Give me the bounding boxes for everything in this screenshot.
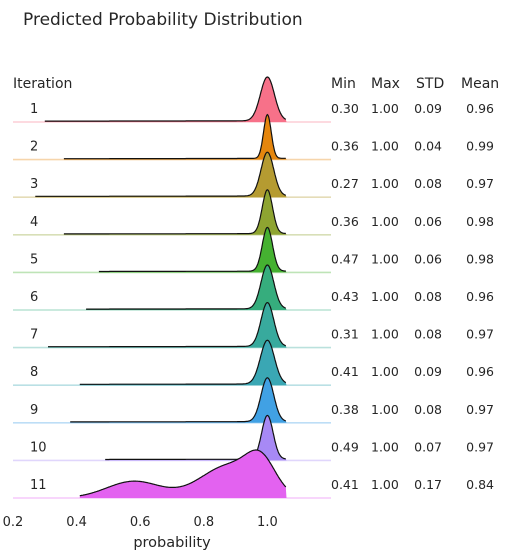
stat-std: 0.08 — [414, 327, 442, 342]
stat-max: 1.00 — [371, 251, 399, 266]
stat-header-mean: Mean — [461, 76, 499, 92]
stat-min: 0.38 — [331, 402, 359, 417]
stat-mean: 0.97 — [466, 176, 494, 191]
stat-header-std: STD — [416, 76, 444, 92]
x-tick-label: 0.4 — [66, 515, 87, 530]
x-axis: 0.2 0.4 0.6 0.8 1.0 — [3, 515, 278, 530]
stat-mean: 0.96 — [466, 289, 494, 304]
x-tick-label: 0.6 — [130, 515, 151, 530]
stat-header-max: Max — [371, 76, 400, 92]
row-label: 5 — [30, 252, 38, 267]
ridges: 1 0.30 1.00 0.09 0.96 2 0.36 1.00 0.04 0.99 3 0.27 1… — [13, 77, 494, 498]
stat-max: 1.00 — [371, 176, 399, 191]
stat-min: 0.49 — [331, 439, 359, 454]
stat-min: 0.41 — [331, 477, 359, 492]
stat-mean: 0.99 — [466, 139, 494, 154]
stat-max: 1.00 — [371, 477, 399, 492]
row-label: 4 — [30, 215, 38, 230]
stat-mean: 0.97 — [466, 327, 494, 342]
stat-std: 0.06 — [414, 214, 442, 229]
stat-std: 0.17 — [414, 477, 442, 492]
stat-std: 0.09 — [414, 364, 442, 379]
x-axis-label: probability — [133, 535, 211, 551]
stat-min: 0.31 — [331, 327, 359, 342]
row-label: 11 — [30, 478, 47, 493]
row-header: Iteration — [13, 76, 72, 92]
stat-max: 1.00 — [371, 139, 399, 154]
stat-max: 1.00 — [371, 214, 399, 229]
stat-std: 0.08 — [414, 289, 442, 304]
stat-mean: 0.84 — [466, 477, 494, 492]
stat-min: 0.36 — [331, 139, 359, 154]
stat-min: 0.27 — [331, 176, 359, 191]
stat-std: 0.08 — [414, 402, 442, 417]
stat-header-min: Min — [331, 76, 356, 92]
stat-max: 1.00 — [371, 439, 399, 454]
x-tick-label: 0.2 — [3, 515, 24, 530]
stat-min: 0.36 — [331, 214, 359, 229]
stat-std: 0.09 — [414, 101, 442, 116]
row-label: 1 — [30, 102, 38, 117]
stat-mean: 0.98 — [466, 214, 494, 229]
stat-std: 0.07 — [414, 439, 442, 454]
ridge-outline-1 — [45, 77, 286, 121]
chart-title: Predicted Probability Distribution — [23, 10, 303, 30]
row-label: 10 — [30, 440, 47, 455]
ridge-area-1 — [45, 77, 287, 122]
stat-mean: 0.96 — [466, 101, 494, 116]
stat-mean: 0.96 — [466, 364, 494, 379]
stat-min: 0.30 — [331, 101, 359, 116]
stat-max: 1.00 — [371, 364, 399, 379]
row-label: 9 — [30, 403, 38, 418]
stat-min: 0.47 — [331, 251, 359, 266]
stat-max: 1.00 — [371, 402, 399, 417]
row-label: 6 — [30, 290, 38, 305]
stat-mean: 0.98 — [466, 251, 494, 266]
x-tick-label: 0.8 — [193, 515, 214, 530]
ridge-area-11 — [80, 450, 287, 498]
stat-std: 0.08 — [414, 176, 442, 191]
row-label: 3 — [30, 177, 38, 192]
row-label: 7 — [30, 328, 38, 343]
stat-min: 0.43 — [331, 289, 359, 304]
x-tick-label: 1.0 — [257, 515, 278, 530]
stat-max: 1.00 — [371, 327, 399, 342]
row-label: 8 — [30, 365, 38, 380]
row-label: 2 — [30, 140, 38, 155]
stat-min: 0.41 — [331, 364, 359, 379]
stat-std: 0.04 — [414, 139, 442, 154]
stat-mean: 0.97 — [466, 439, 494, 454]
stat-max: 1.00 — [371, 101, 399, 116]
stat-std: 0.06 — [414, 251, 442, 266]
stat-mean: 0.97 — [466, 402, 494, 417]
stat-max: 1.00 — [371, 289, 399, 304]
